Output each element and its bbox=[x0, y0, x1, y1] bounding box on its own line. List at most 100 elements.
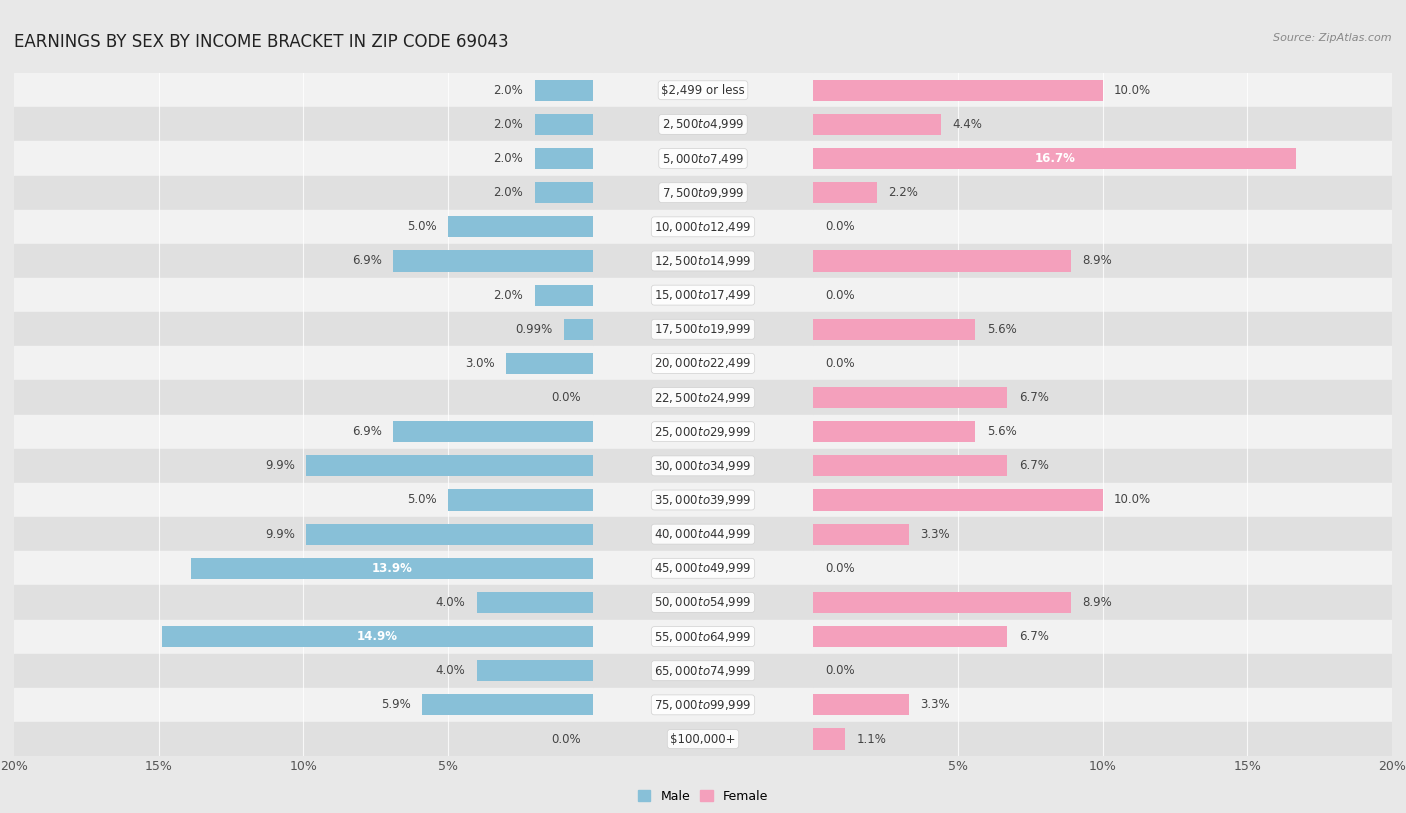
Bar bbox=[813, 592, 1071, 613]
Text: 6.7%: 6.7% bbox=[1019, 459, 1049, 472]
Text: $75,000 to $99,999: $75,000 to $99,999 bbox=[654, 698, 752, 712]
Text: EARNINGS BY SEX BY INCOME BRACKET IN ZIP CODE 69043: EARNINGS BY SEX BY INCOME BRACKET IN ZIP… bbox=[14, 33, 509, 50]
Text: 16.7%: 16.7% bbox=[1035, 152, 1076, 165]
Bar bbox=[813, 517, 1392, 551]
Legend: Male, Female: Male, Female bbox=[638, 789, 768, 802]
Bar bbox=[14, 244, 593, 278]
Bar bbox=[593, 244, 813, 278]
Bar bbox=[593, 551, 813, 585]
Text: $5,000 to $7,499: $5,000 to $7,499 bbox=[662, 151, 744, 166]
Bar bbox=[813, 694, 908, 715]
Bar bbox=[813, 449, 1392, 483]
Bar bbox=[813, 319, 976, 340]
Bar bbox=[593, 107, 813, 141]
Text: 2.0%: 2.0% bbox=[494, 84, 523, 97]
Bar bbox=[14, 620, 593, 654]
Bar bbox=[593, 654, 813, 688]
Bar bbox=[813, 312, 1392, 346]
Text: 0.0%: 0.0% bbox=[825, 357, 855, 370]
Bar bbox=[813, 346, 1392, 380]
Text: 9.9%: 9.9% bbox=[264, 459, 295, 472]
Bar bbox=[813, 688, 1392, 722]
Bar bbox=[14, 73, 593, 107]
Text: 6.7%: 6.7% bbox=[1019, 630, 1049, 643]
Text: $2,499 or less: $2,499 or less bbox=[661, 84, 745, 97]
Bar bbox=[534, 114, 593, 135]
Text: 2.2%: 2.2% bbox=[889, 186, 918, 199]
Bar bbox=[14, 654, 593, 688]
Bar bbox=[813, 107, 1392, 141]
Text: 2.0%: 2.0% bbox=[494, 118, 523, 131]
Bar bbox=[534, 148, 593, 169]
Bar bbox=[14, 278, 593, 312]
Bar bbox=[813, 585, 1392, 620]
Text: 5.9%: 5.9% bbox=[381, 698, 411, 711]
Text: 14.9%: 14.9% bbox=[357, 630, 398, 643]
Bar bbox=[14, 312, 593, 346]
Bar bbox=[813, 421, 976, 442]
Bar bbox=[593, 517, 813, 551]
Text: 0.0%: 0.0% bbox=[551, 391, 581, 404]
Text: 0.0%: 0.0% bbox=[825, 289, 855, 302]
Bar bbox=[14, 449, 593, 483]
Bar bbox=[14, 141, 593, 176]
Bar bbox=[813, 626, 1007, 647]
Bar bbox=[813, 250, 1071, 272]
Bar bbox=[14, 107, 593, 141]
Text: $50,000 to $54,999: $50,000 to $54,999 bbox=[654, 595, 752, 610]
Text: 6.7%: 6.7% bbox=[1019, 391, 1049, 404]
Text: 10.0%: 10.0% bbox=[1114, 493, 1152, 506]
Bar bbox=[593, 585, 813, 620]
Bar bbox=[394, 421, 593, 442]
Bar bbox=[593, 449, 813, 483]
Bar bbox=[477, 592, 593, 613]
Text: $22,500 to $24,999: $22,500 to $24,999 bbox=[654, 390, 752, 405]
Bar bbox=[394, 250, 593, 272]
Text: $20,000 to $22,499: $20,000 to $22,499 bbox=[654, 356, 752, 371]
Bar bbox=[813, 176, 1392, 210]
Text: Source: ZipAtlas.com: Source: ZipAtlas.com bbox=[1274, 33, 1392, 42]
Bar bbox=[593, 688, 813, 722]
Text: 3.3%: 3.3% bbox=[921, 528, 950, 541]
Bar bbox=[191, 558, 593, 579]
Bar bbox=[813, 524, 908, 545]
Bar bbox=[593, 210, 813, 244]
Text: 13.9%: 13.9% bbox=[371, 562, 412, 575]
Text: $7,500 to $9,999: $7,500 to $9,999 bbox=[662, 185, 744, 200]
Bar bbox=[813, 620, 1392, 654]
Text: 2.0%: 2.0% bbox=[494, 152, 523, 165]
Text: 3.0%: 3.0% bbox=[465, 357, 495, 370]
Text: 3.3%: 3.3% bbox=[921, 698, 950, 711]
Bar bbox=[14, 415, 593, 449]
Bar bbox=[14, 176, 593, 210]
Text: 10.0%: 10.0% bbox=[1114, 84, 1152, 97]
Bar bbox=[813, 244, 1392, 278]
Text: 5.0%: 5.0% bbox=[406, 493, 436, 506]
Bar bbox=[813, 278, 1392, 312]
Bar bbox=[813, 455, 1007, 476]
Bar bbox=[14, 585, 593, 620]
Text: 2.0%: 2.0% bbox=[494, 289, 523, 302]
Bar bbox=[449, 216, 593, 237]
Bar bbox=[14, 380, 593, 415]
Text: 4.4%: 4.4% bbox=[952, 118, 981, 131]
Bar bbox=[477, 660, 593, 681]
Text: 0.0%: 0.0% bbox=[825, 562, 855, 575]
Bar bbox=[449, 489, 593, 511]
Bar bbox=[14, 551, 593, 585]
Bar bbox=[14, 517, 593, 551]
Bar bbox=[593, 278, 813, 312]
Bar bbox=[307, 524, 593, 545]
Bar bbox=[813, 148, 1296, 169]
Bar bbox=[14, 722, 593, 756]
Text: $15,000 to $17,499: $15,000 to $17,499 bbox=[654, 288, 752, 302]
Text: 8.9%: 8.9% bbox=[1083, 596, 1112, 609]
Bar bbox=[813, 489, 1102, 511]
Text: $17,500 to $19,999: $17,500 to $19,999 bbox=[654, 322, 752, 337]
Bar bbox=[813, 73, 1392, 107]
Bar bbox=[593, 415, 813, 449]
Bar bbox=[14, 346, 593, 380]
Bar bbox=[593, 73, 813, 107]
Bar bbox=[813, 80, 1102, 101]
Bar bbox=[813, 551, 1392, 585]
